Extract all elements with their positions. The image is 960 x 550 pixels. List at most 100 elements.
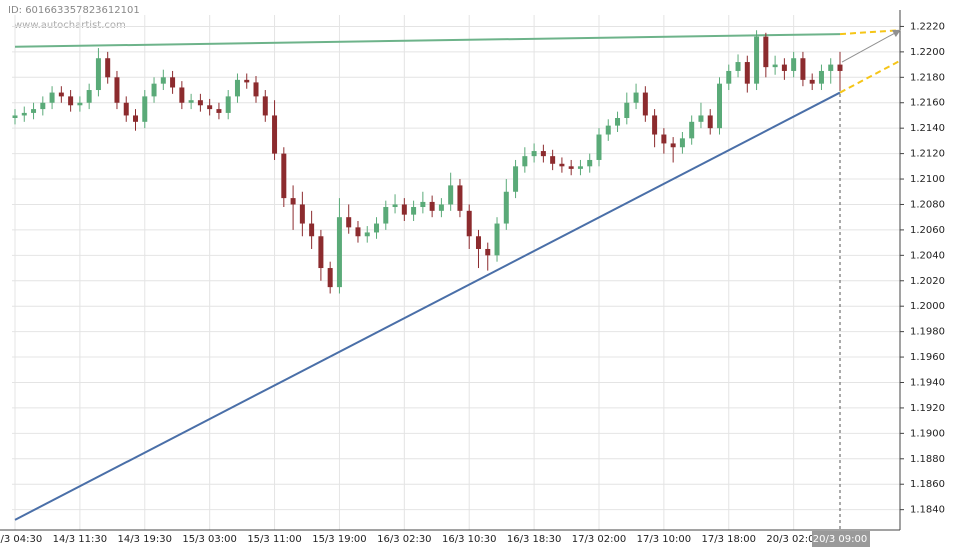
candle-body xyxy=(559,163,565,167)
resistance-line xyxy=(14,33,841,48)
y-tick-label: 1.1880 xyxy=(910,454,945,465)
y-tick-label: 1.2140 xyxy=(910,123,945,134)
support-line xyxy=(14,91,841,521)
candle-body xyxy=(40,102,46,110)
candle-body xyxy=(670,143,676,148)
x-tick-label: 15/3 03:00 xyxy=(182,534,236,545)
candle-body xyxy=(818,70,824,84)
candle-body xyxy=(12,115,18,118)
candle-body xyxy=(179,87,185,103)
y-tick-label: 1.1920 xyxy=(910,403,945,414)
candle-body xyxy=(781,64,787,71)
x-tick-label: 14/3 19:30 xyxy=(118,534,172,545)
candle-body xyxy=(281,153,287,199)
candle-body xyxy=(151,83,157,97)
candle-body xyxy=(21,112,27,116)
candle-body xyxy=(457,185,463,211)
forecast-lower xyxy=(839,59,901,94)
candle-body xyxy=(577,166,583,169)
watermark: www.autochartist.com xyxy=(14,20,126,31)
candle-body xyxy=(253,82,259,97)
candle-body xyxy=(615,118,621,126)
candle-body xyxy=(652,115,658,135)
x-tick-label: 15/3 11:00 xyxy=(247,534,301,545)
candle-body xyxy=(661,134,667,144)
candle-body xyxy=(540,151,546,157)
chart-id: ID: 601663357823612101 xyxy=(8,5,140,16)
candle-body xyxy=(225,96,231,113)
y-tick-label: 1.2020 xyxy=(910,276,945,287)
x-tick-label: 16/3 02:30 xyxy=(377,534,431,545)
candle-body xyxy=(494,223,500,256)
candle-body xyxy=(679,138,685,148)
y-tick-label: 1.1840 xyxy=(910,505,945,516)
candle-body xyxy=(336,217,342,288)
forecast-upper xyxy=(839,29,901,36)
x-tick-label: 20/3 09:00 xyxy=(813,534,867,545)
candle-body xyxy=(744,62,750,84)
y-tick-label: 1.2080 xyxy=(910,199,945,210)
candle-body xyxy=(716,83,722,129)
candle-body xyxy=(503,191,509,224)
candle-body xyxy=(383,207,389,224)
candle-body xyxy=(77,102,83,106)
candle-body xyxy=(568,166,574,169)
candle-body xyxy=(374,223,380,233)
candle-body xyxy=(642,92,648,116)
candle-body xyxy=(429,201,435,211)
candle-body xyxy=(346,217,352,228)
candle-body xyxy=(401,204,407,215)
x-tick-label: 16/3 18:30 xyxy=(507,534,561,545)
y-tick-label: 1.2100 xyxy=(910,174,945,185)
x-tick-label: 20/3 02:00 xyxy=(766,534,820,545)
y-tick-label: 1.1900 xyxy=(910,428,945,439)
candle-body xyxy=(485,248,491,256)
x-tick-label: 15/3 19:00 xyxy=(312,534,366,545)
y-tick-label: 1.2040 xyxy=(910,250,945,261)
candle-body xyxy=(170,77,176,88)
candle-body xyxy=(188,100,194,103)
forecast-arrow xyxy=(841,29,901,63)
candle-body xyxy=(234,79,240,97)
candle-body xyxy=(244,79,250,83)
x-tick-label: 17/3 18:00 xyxy=(702,534,756,545)
candle-body xyxy=(133,115,139,122)
candle-body xyxy=(411,207,417,215)
y-tick-label: 1.1960 xyxy=(910,352,945,363)
candle-body xyxy=(522,156,528,167)
y-tick-label: 1.1860 xyxy=(910,479,945,490)
candle-body xyxy=(550,156,556,164)
x-tick-label: 14/3 11:30 xyxy=(53,534,107,545)
candle-body xyxy=(327,268,333,288)
x-label-highlight xyxy=(812,531,870,547)
candle-body xyxy=(531,151,537,157)
candle-body xyxy=(95,58,101,91)
candle-body xyxy=(763,36,769,68)
x-tick-label: 17/3 10:00 xyxy=(637,534,691,545)
candle-body xyxy=(142,96,148,122)
candle-body xyxy=(689,121,695,139)
y-tick-label: 1.2180 xyxy=(910,72,945,83)
candle-body xyxy=(160,77,166,84)
candle-body xyxy=(49,92,55,103)
candle-body xyxy=(355,227,361,237)
candle-body xyxy=(262,96,268,116)
candle-body xyxy=(624,102,630,118)
candle-body xyxy=(86,90,92,103)
y-tick-label: 1.2220 xyxy=(910,21,945,32)
x-tick-label: 14/3 04:30 xyxy=(0,534,42,545)
candle-body xyxy=(754,36,760,84)
y-tick-label: 1.2060 xyxy=(910,225,945,236)
candle-body xyxy=(197,100,203,106)
candle-body xyxy=(837,64,843,71)
candle-body xyxy=(272,115,278,154)
candle-body xyxy=(809,79,815,84)
y-tick-label: 1.2160 xyxy=(910,98,945,109)
candle-body xyxy=(726,70,732,84)
y-tick-label: 1.2200 xyxy=(910,47,945,58)
candle-body xyxy=(707,115,713,129)
candle-body xyxy=(828,64,834,71)
candle-body xyxy=(791,58,797,71)
candle-body xyxy=(420,201,426,208)
